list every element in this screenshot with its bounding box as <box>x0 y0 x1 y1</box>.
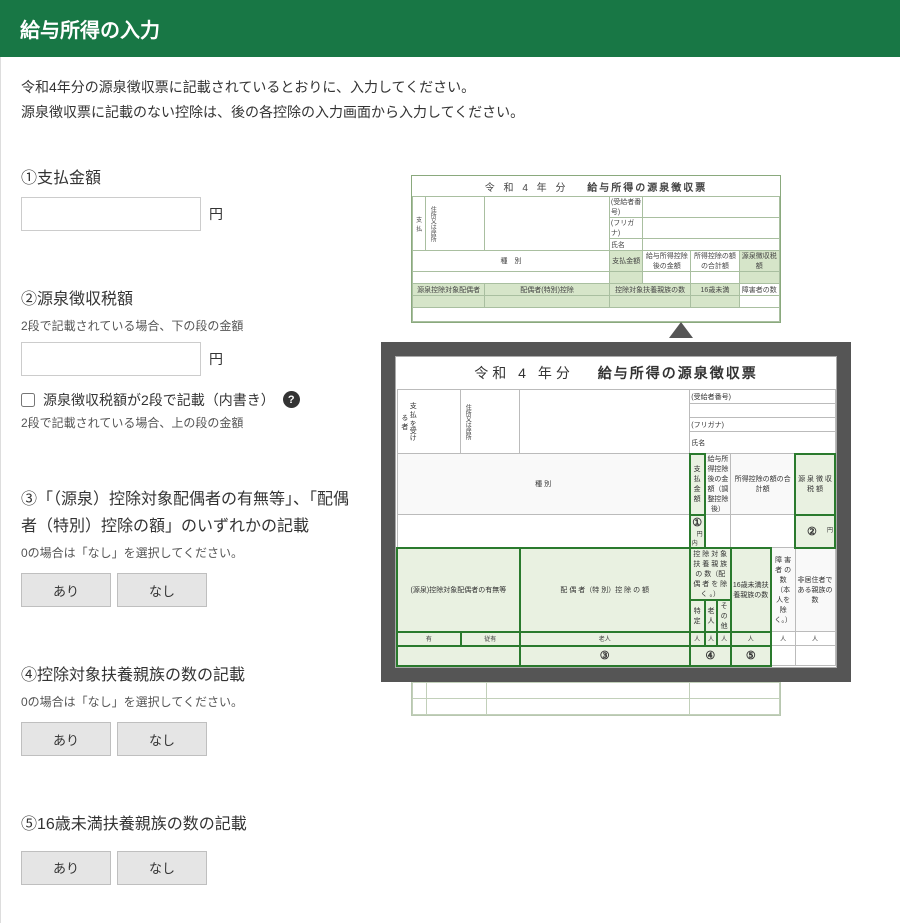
intro-text: 令和4年分の源泉徴収票に記載されているとおりに、入力してください。 源泉徴収票に… <box>21 75 880 125</box>
q5-no-button[interactable]: なし <box>117 851 207 885</box>
q4-label: ④控除対象扶養親族の数の記載 <box>21 662 361 689</box>
mark1: ① <box>692 516 702 529</box>
q4-no-button[interactable]: なし <box>117 722 207 756</box>
q2-sub: 2段で記載されている場合、下の段の金額 <box>21 317 361 334</box>
q3-label: ③「（源泉）控除対象配偶者の有無等」、「配偶者（特別）控除の額」のいずれかの記載 <box>21 486 361 540</box>
kind-header: 種 別 <box>397 454 690 515</box>
slip-year-big: 令和 4 年分 <box>474 365 574 381</box>
spouse-deduct-header: 配 偶 者（特 別）控 除 の 額 <box>520 548 690 632</box>
sample-slip-large-panel: 令和 4 年分 給与所得の源泉徴収票 支 払 を受け る 者 住所又は居所 (受… <box>381 342 851 682</box>
deduction-total-header: 所得控除の額の合計額 <box>731 454 795 515</box>
spouse-present-header: (源泉)控除対象配偶者の有無等 <box>397 548 520 632</box>
slip-title-big: 給与所得の源泉徴収票 <box>598 365 758 381</box>
q1-input[interactable] <box>21 197 201 231</box>
payee-side-label: 支 払 を受け る 者 <box>399 390 418 453</box>
form-column: ①支払金額 円 ②源泉徴収税額 2段で記載されている場合、下の段の金額 円 源泉… <box>21 165 361 904</box>
q2-unit: 円 <box>209 349 223 369</box>
nonresident-header: 非居住者である親族の数 <box>795 548 835 632</box>
q2-group: ②源泉徴収税額 2段で記載されている場合、下の段の金額 円 源泉徴収税額が2段で… <box>21 286 361 431</box>
q1-unit: 円 <box>209 204 223 224</box>
after-deduction-header: 給与所得控除後の金額（調整控除後） <box>705 454 731 515</box>
sub-specific: 特定 <box>690 600 705 632</box>
q4-sub: 0の場合は「なし」を選択してください。 <box>21 693 361 710</box>
sample-column: 令 和 4 年 分 給与所得の源泉徴収票 支払 住所又は居所 (受給者番号) (… <box>381 165 880 904</box>
intro-line1: 令和4年分の源泉徴収票に記載されているとおりに、入力してください。 <box>21 75 880 100</box>
pay-header: 支 払 金 額 <box>690 454 705 515</box>
mark3: ③ <box>600 649 610 662</box>
content: 令和4年分の源泉徴収票に記載されているとおりに、入力してください。 源泉徴収票に… <box>0 57 900 923</box>
under16-header: 16歳未満扶養親族の数 <box>731 548 771 632</box>
sample-slip-small: 令 和 4 年 分 給与所得の源泉徴収票 支払 住所又は居所 (受給者番号) (… <box>411 175 781 323</box>
sub-elder: 老 人 <box>705 600 718 632</box>
q5-group: ⑤16歳未満扶養親族の数の記載 あり なし <box>21 811 361 884</box>
dependents-header: 控 除 対 象 扶 養 親 族 の 数（配 偶 者 を 除 く 。） <box>690 548 731 600</box>
q5-label: ⑤16歳未満扶養親族の数の記載 <box>21 811 361 838</box>
q3-yes-button[interactable]: あり <box>21 573 111 607</box>
help-icon[interactable]: ? <box>283 391 300 408</box>
q2-checkbox-sub: 2段で記載されている場合、上の段の金額 <box>21 414 361 431</box>
mark4: ④ <box>705 649 715 662</box>
q4-group: ④控除対象扶養親族の数の記載 0の場合は「なし」を選択してください。 あり なし <box>21 662 361 756</box>
name-label: 氏名 <box>690 432 835 454</box>
withholding-header: 源 泉 徴 収 税 額 <box>795 454 835 515</box>
pointer-arrow <box>381 322 880 338</box>
furigana-label: (フリガナ) <box>690 418 835 432</box>
slip-year-small: 令 和 4 年 分 <box>485 183 569 194</box>
q1-group: ①支払金額 円 <box>21 165 361 230</box>
q5-yes-button[interactable]: あり <box>21 851 111 885</box>
page-title: 給与所得の入力 <box>20 20 160 42</box>
q4-yes-button[interactable]: あり <box>21 722 111 756</box>
sample-slip-large: 令和 4 年分 給与所得の源泉徴収票 支 払 を受け る 者 住所又は居所 (受… <box>395 356 837 668</box>
q2-checkbox-label[interactable]: 源泉徴収税額が2段で記載（内書き） <box>43 390 275 410</box>
recipient-no: (受給者番号) <box>690 390 835 404</box>
sample-slip-small-bottom <box>411 682 781 716</box>
q3-no-button[interactable]: なし <box>117 573 207 607</box>
q1-label: ①支払金額 <box>21 165 361 192</box>
slip-title-small: 給与所得の源泉徴収票 <box>587 183 707 194</box>
addr-side-label: 住所又は居所 <box>462 402 473 442</box>
q2-checkbox[interactable] <box>21 393 35 407</box>
q3-group: ③「（源泉）控除対象配偶者の有無等」、「配偶者（特別）控除の額」のいずれかの記載… <box>21 486 361 607</box>
sub-other: その他 <box>717 600 730 632</box>
intro-line2: 源泉徴収票に記載のない控除は、後の各控除の入力画面から入力してください。 <box>21 100 880 125</box>
disabled-header: 障 害 者 の 数（本人を除く。） <box>771 548 795 632</box>
q2-label: ②源泉徴収税額 <box>21 286 361 313</box>
page-header: 給与所得の入力 <box>0 0 900 57</box>
mark5: ⑤ <box>746 649 756 662</box>
q3-sub: 0の場合は「なし」を選択してください。 <box>21 544 361 561</box>
q2-input[interactable] <box>21 342 201 376</box>
mark2: ② <box>807 525 817 538</box>
